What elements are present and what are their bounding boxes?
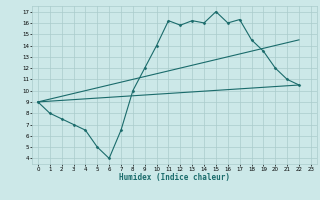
X-axis label: Humidex (Indice chaleur): Humidex (Indice chaleur) [119,173,230,182]
